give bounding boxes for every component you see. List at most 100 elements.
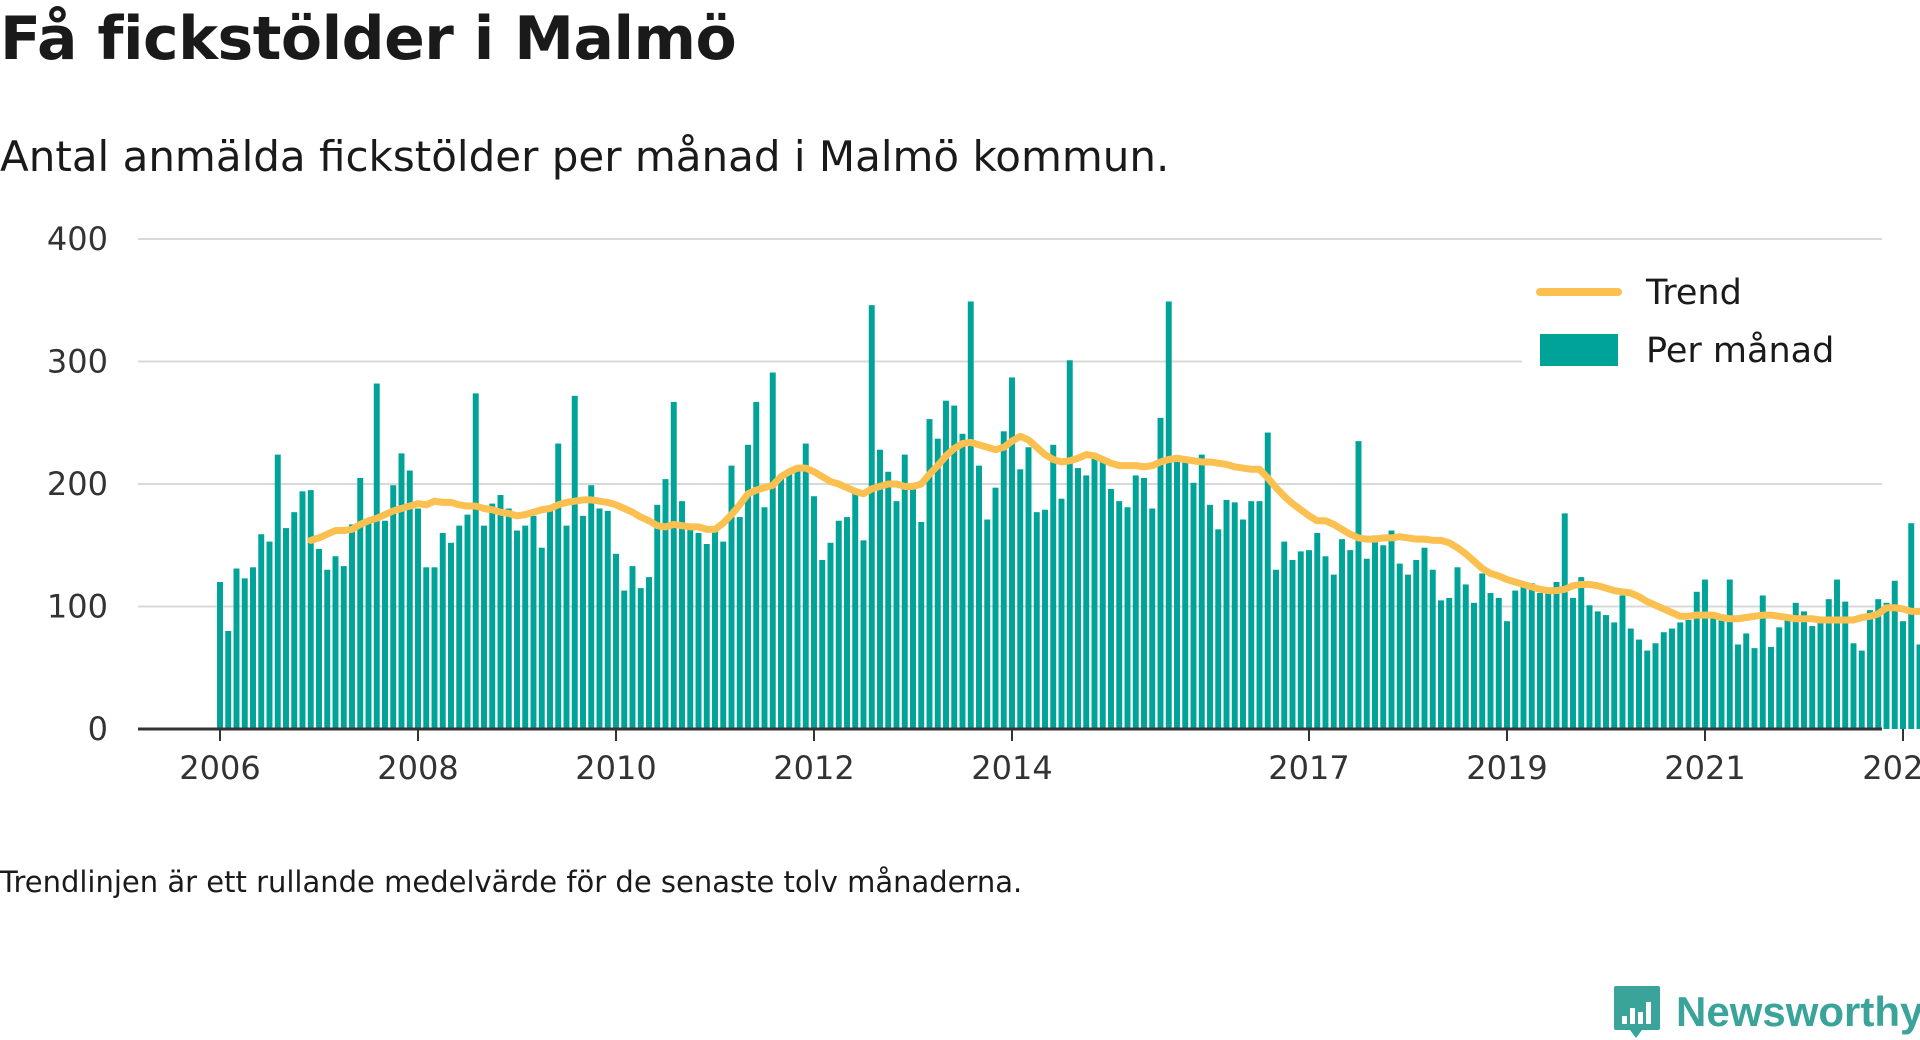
- bar: [1339, 539, 1345, 730]
- bar: [1578, 577, 1585, 729]
- bar: [217, 582, 223, 729]
- bar: [571, 395, 578, 729]
- bar: [951, 405, 958, 729]
- chart-title: Få fickstölder i Malmö: [0, 4, 737, 74]
- bar: [1091, 453, 1098, 730]
- bar: [555, 443, 562, 729]
- bar: [1916, 644, 1920, 729]
- bar: [745, 444, 751, 729]
- bar: [868, 305, 875, 729]
- bar: [819, 559, 826, 729]
- bar: [1149, 508, 1156, 729]
- bar: [1537, 593, 1543, 729]
- bar: [1281, 541, 1288, 729]
- bar: [943, 400, 949, 729]
- bar: [844, 517, 850, 729]
- x-tick-label: 2017: [1268, 749, 1349, 787]
- x-tick-label: 2023: [1862, 749, 1920, 787]
- bar: [1306, 550, 1312, 729]
- bar: [1273, 569, 1279, 729]
- bar: [332, 556, 339, 729]
- bar: [1314, 533, 1321, 729]
- bar: [1132, 475, 1139, 729]
- bar: [1421, 547, 1428, 729]
- bar: [1726, 579, 1733, 729]
- bar: [1231, 502, 1238, 730]
- bar: [1545, 593, 1552, 729]
- bar: [258, 534, 265, 729]
- bar: [415, 508, 421, 729]
- bar: [1834, 579, 1840, 729]
- bar: [489, 503, 496, 729]
- bar: [505, 508, 512, 729]
- bar: [1083, 475, 1090, 729]
- bar: [646, 577, 652, 729]
- bar: [1627, 628, 1634, 729]
- bar: [984, 519, 991, 729]
- bar: [670, 401, 677, 729]
- bar: [1644, 650, 1651, 729]
- trend-line: [307, 432, 1920, 624]
- trend-line-group: [307, 432, 1920, 624]
- bar: [514, 530, 520, 729]
- bar: [266, 541, 273, 729]
- bar: [1075, 468, 1081, 729]
- x-tick-label: 2010: [575, 749, 656, 787]
- bar: [703, 544, 710, 729]
- bar: [423, 567, 430, 729]
- bar: [1058, 498, 1065, 729]
- bar: [349, 524, 355, 729]
- bar: [250, 567, 256, 729]
- bar: [1157, 417, 1164, 729]
- bar-chart-bubble-icon: [1614, 986, 1660, 1038]
- y-tick-label: 400: [47, 220, 108, 258]
- bar: [827, 542, 834, 729]
- bar: [1256, 501, 1263, 729]
- bar: [1462, 584, 1469, 729]
- bar: [547, 508, 553, 729]
- bar: [522, 525, 529, 729]
- bar: [1495, 597, 1502, 729]
- bar: [621, 590, 628, 729]
- bar: [1108, 488, 1114, 729]
- bar: [877, 449, 883, 729]
- bar: [1850, 643, 1857, 729]
- bar: [1454, 567, 1461, 729]
- bar: [1190, 482, 1197, 729]
- bar: [1891, 580, 1898, 729]
- bar: [538, 547, 545, 729]
- bar: [1652, 643, 1659, 729]
- bar: [448, 542, 454, 729]
- bar: [233, 568, 240, 729]
- bar: [769, 372, 776, 729]
- bar: [1603, 615, 1609, 729]
- bar: [299, 491, 306, 729]
- bar: [316, 548, 322, 729]
- bar: [340, 566, 347, 729]
- bar: [1405, 574, 1411, 729]
- bar: [1487, 593, 1494, 729]
- bar: [1429, 569, 1436, 729]
- bar: [1619, 595, 1626, 729]
- brand-name: Newsworthy: [1676, 988, 1920, 1035]
- bar: [637, 588, 644, 730]
- bar: [1636, 639, 1642, 729]
- bar: [1586, 605, 1593, 729]
- newsworthy-logo: Newsworthy: [1612, 984, 1920, 1040]
- bar: [1512, 590, 1519, 729]
- bar: [1743, 633, 1750, 729]
- bar: [918, 521, 925, 729]
- bar: [530, 515, 537, 729]
- bar: [1504, 621, 1510, 729]
- bar: [926, 419, 933, 729]
- bar: [794, 465, 801, 730]
- x-tick-label: 2006: [179, 749, 260, 787]
- x-axis-ticks: 2006200820102012201420172019202120232025: [179, 729, 1920, 787]
- bar: [778, 477, 784, 730]
- bar: [1141, 477, 1147, 730]
- bar: [406, 470, 413, 729]
- bar: [893, 501, 900, 729]
- bar: [1570, 597, 1576, 729]
- bar: [1215, 529, 1222, 729]
